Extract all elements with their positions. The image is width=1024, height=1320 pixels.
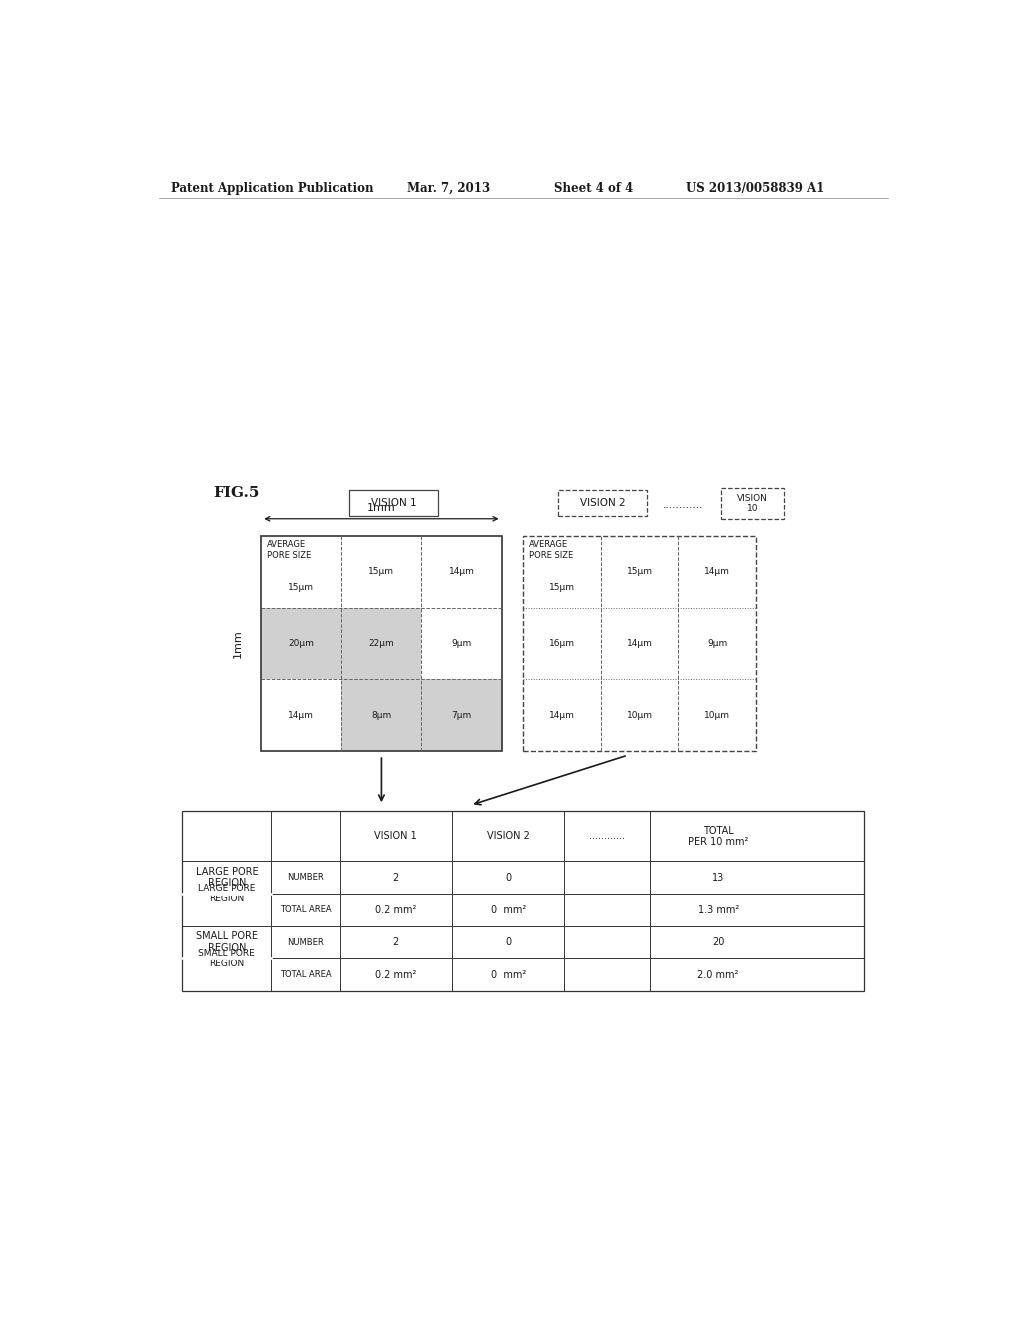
Text: 1mm: 1mm [233, 630, 243, 657]
Text: 15μm: 15μm [627, 568, 652, 576]
Text: 14μm: 14μm [549, 711, 574, 719]
Bar [721, 488, 784, 519]
Text: VISION 2: VISION 2 [580, 499, 626, 508]
Text: 22μm: 22μm [369, 639, 394, 648]
Text: SMALL PORE
REGION: SMALL PORE REGION [196, 932, 258, 953]
Text: LARGE PORE
REGION: LARGE PORE REGION [196, 867, 258, 888]
Text: 14μm: 14μm [289, 711, 314, 719]
Text: 0: 0 [505, 873, 511, 883]
Text: 0  mm²: 0 mm² [490, 970, 525, 979]
Bar [349, 490, 438, 516]
Text: SMALL PORE
REGION: SMALL PORE REGION [199, 949, 255, 968]
Text: 14μm: 14μm [627, 639, 652, 648]
Text: 2: 2 [392, 873, 399, 883]
Text: 0  mm²: 0 mm² [490, 906, 525, 915]
Text: TOTAL AREA: TOTAL AREA [280, 906, 332, 915]
Bar [422, 680, 502, 751]
Text: 1mm: 1mm [367, 503, 396, 513]
Bar [182, 812, 864, 991]
Text: ............: ............ [589, 832, 625, 841]
Text: 2.0 mm²: 2.0 mm² [697, 970, 739, 979]
Text: US 2013/0058839 A1: US 2013/0058839 A1 [686, 182, 824, 194]
Text: 15μm: 15μm [289, 583, 314, 591]
Text: 16μm: 16μm [549, 639, 575, 648]
Bar [341, 607, 422, 680]
Bar [341, 680, 422, 751]
Text: ............: ............ [663, 500, 703, 510]
Text: 10μm: 10μm [627, 711, 652, 719]
Text: 8μm: 8μm [372, 711, 391, 719]
Text: Sheet 4 of 4: Sheet 4 of 4 [554, 182, 634, 194]
Bar [558, 490, 647, 516]
Text: VISION 1: VISION 1 [371, 499, 416, 508]
Text: VISION 1: VISION 1 [375, 832, 417, 841]
Text: Patent Application Publication: Patent Application Publication [171, 182, 373, 194]
Text: 20: 20 [712, 937, 724, 948]
Text: 1.3 mm²: 1.3 mm² [697, 906, 738, 915]
Text: Mar. 7, 2013: Mar. 7, 2013 [407, 182, 490, 194]
Text: 13: 13 [712, 873, 724, 883]
Text: 14μm: 14μm [705, 568, 730, 576]
Text: NUMBER: NUMBER [287, 873, 324, 882]
Text: 15μm: 15μm [549, 583, 575, 591]
Text: 0.2 mm²: 0.2 mm² [375, 906, 417, 915]
Bar [523, 536, 756, 751]
Text: NUMBER: NUMBER [287, 937, 324, 946]
Text: VISION 2: VISION 2 [486, 832, 529, 841]
Bar [261, 607, 341, 680]
Text: TOTAL AREA: TOTAL AREA [280, 970, 332, 979]
Text: 2: 2 [392, 937, 399, 948]
Text: 20μm: 20μm [289, 639, 314, 648]
Text: TOTAL
PER 10 mm²: TOTAL PER 10 mm² [688, 825, 749, 847]
Bar [261, 536, 502, 751]
Text: LARGE PORE
REGION: LARGE PORE REGION [198, 884, 256, 903]
Text: VISION
10: VISION 10 [737, 494, 768, 512]
Text: 15μm: 15μm [369, 568, 394, 576]
Text: AVERAGE
PORE SIZE: AVERAGE PORE SIZE [266, 540, 311, 560]
Text: 7μm: 7μm [452, 711, 472, 719]
Text: AVERAGE
PORE SIZE: AVERAGE PORE SIZE [528, 540, 572, 560]
Text: 9μm: 9μm [707, 639, 727, 648]
Text: 0.2 mm²: 0.2 mm² [375, 970, 417, 979]
Text: 0: 0 [505, 937, 511, 948]
Text: FIG.5: FIG.5 [213, 486, 260, 500]
Text: 9μm: 9μm [452, 639, 472, 648]
Text: 10μm: 10μm [705, 711, 730, 719]
Text: 14μm: 14μm [449, 568, 474, 576]
